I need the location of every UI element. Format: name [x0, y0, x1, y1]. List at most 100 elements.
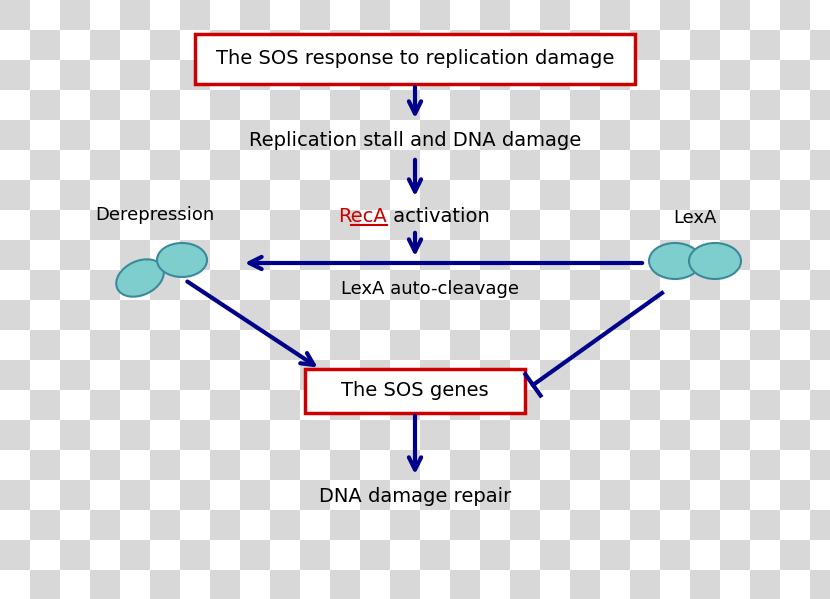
- Bar: [150, 90, 180, 120]
- Bar: [360, 60, 390, 90]
- Bar: [480, 360, 510, 390]
- Bar: [780, 60, 810, 90]
- Bar: [750, 210, 780, 240]
- Bar: [210, 450, 240, 480]
- Bar: [810, 420, 830, 450]
- Bar: [690, 0, 720, 30]
- Bar: [360, 360, 390, 390]
- Bar: [720, 210, 750, 240]
- Bar: [570, 180, 600, 210]
- Bar: [390, 30, 420, 60]
- Bar: [510, 390, 540, 420]
- Bar: [450, 300, 480, 330]
- Bar: [60, 90, 90, 120]
- Bar: [600, 330, 630, 360]
- Bar: [270, 420, 300, 450]
- Bar: [150, 540, 180, 570]
- Bar: [570, 120, 600, 150]
- Bar: [480, 510, 510, 540]
- Bar: [450, 0, 480, 30]
- Bar: [450, 480, 480, 510]
- Bar: [330, 540, 360, 570]
- Bar: [720, 180, 750, 210]
- Bar: [390, 450, 420, 480]
- Bar: [480, 570, 510, 599]
- Bar: [30, 330, 60, 360]
- Bar: [90, 120, 120, 150]
- Bar: [510, 180, 540, 210]
- Bar: [480, 270, 510, 300]
- Bar: [630, 540, 660, 570]
- Bar: [810, 180, 830, 210]
- Bar: [300, 450, 330, 480]
- Bar: [30, 120, 60, 150]
- Bar: [570, 300, 600, 330]
- Bar: [450, 330, 480, 360]
- Bar: [330, 180, 360, 210]
- Bar: [570, 240, 600, 270]
- Bar: [390, 270, 420, 300]
- Bar: [240, 510, 270, 540]
- Bar: [300, 330, 330, 360]
- Bar: [240, 300, 270, 330]
- Bar: [780, 480, 810, 510]
- Bar: [270, 240, 300, 270]
- Bar: [570, 570, 600, 599]
- Bar: [270, 330, 300, 360]
- Bar: [420, 540, 450, 570]
- Bar: [240, 480, 270, 510]
- Bar: [330, 270, 360, 300]
- Bar: [600, 180, 630, 210]
- Bar: [300, 420, 330, 450]
- Bar: [210, 120, 240, 150]
- Bar: [30, 480, 60, 510]
- Bar: [720, 90, 750, 120]
- Bar: [240, 450, 270, 480]
- Bar: [210, 510, 240, 540]
- Bar: [120, 300, 150, 330]
- Bar: [510, 30, 540, 60]
- Bar: [810, 330, 830, 360]
- Bar: [330, 120, 360, 150]
- Bar: [240, 240, 270, 270]
- Bar: [540, 420, 570, 450]
- Bar: [150, 120, 180, 150]
- Bar: [330, 390, 360, 420]
- Bar: [150, 30, 180, 60]
- Bar: [450, 390, 480, 420]
- Bar: [210, 570, 240, 599]
- Bar: [450, 420, 480, 450]
- Bar: [240, 390, 270, 420]
- Bar: [690, 30, 720, 60]
- Bar: [810, 0, 830, 30]
- Bar: [690, 150, 720, 180]
- Bar: [180, 510, 210, 540]
- Bar: [150, 300, 180, 330]
- Bar: [450, 30, 480, 60]
- Bar: [180, 210, 210, 240]
- Bar: [630, 300, 660, 330]
- Bar: [0, 450, 30, 480]
- Bar: [270, 480, 300, 510]
- Bar: [0, 270, 30, 300]
- Bar: [660, 30, 690, 60]
- Bar: [30, 240, 60, 270]
- Bar: [690, 420, 720, 450]
- Bar: [720, 150, 750, 180]
- Bar: [180, 360, 210, 390]
- Bar: [90, 90, 120, 120]
- Bar: [180, 0, 210, 30]
- Bar: [330, 90, 360, 120]
- Bar: [180, 330, 210, 360]
- Bar: [450, 210, 480, 240]
- Bar: [510, 210, 540, 240]
- Bar: [570, 210, 600, 240]
- Bar: [60, 0, 90, 30]
- Bar: [390, 60, 420, 90]
- Bar: [60, 510, 90, 540]
- Bar: [600, 150, 630, 180]
- Bar: [330, 510, 360, 540]
- Text: Replication stall and DNA damage: Replication stall and DNA damage: [249, 132, 581, 150]
- FancyBboxPatch shape: [195, 34, 635, 84]
- Bar: [300, 540, 330, 570]
